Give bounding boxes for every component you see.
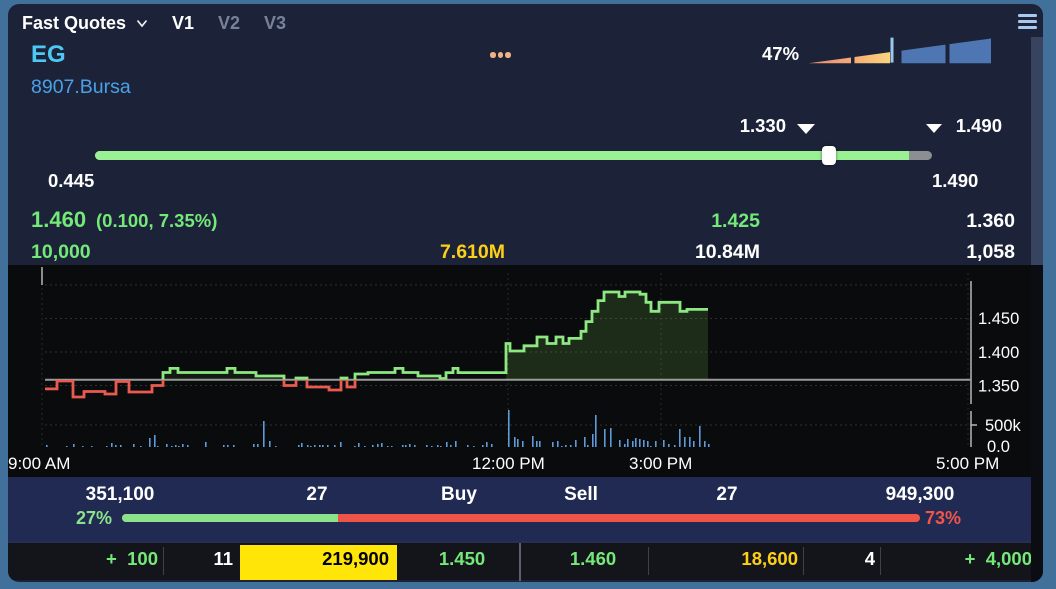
svg-text:5:00 PM: 5:00 PM	[936, 454, 999, 473]
svg-text:0.0: 0.0	[987, 438, 1010, 456]
svg-text:1.350: 1.350	[978, 378, 1019, 396]
svg-text:500k: 500k	[985, 417, 1022, 435]
svg-text:12:00 PM: 12:00 PM	[472, 454, 545, 473]
svg-text:3:00 PM: 3:00 PM	[629, 454, 692, 473]
svg-text:1.450: 1.450	[978, 310, 1019, 328]
svg-text:9:00 AM: 9:00 AM	[8, 454, 70, 473]
svg-text:1.400: 1.400	[978, 344, 1019, 362]
